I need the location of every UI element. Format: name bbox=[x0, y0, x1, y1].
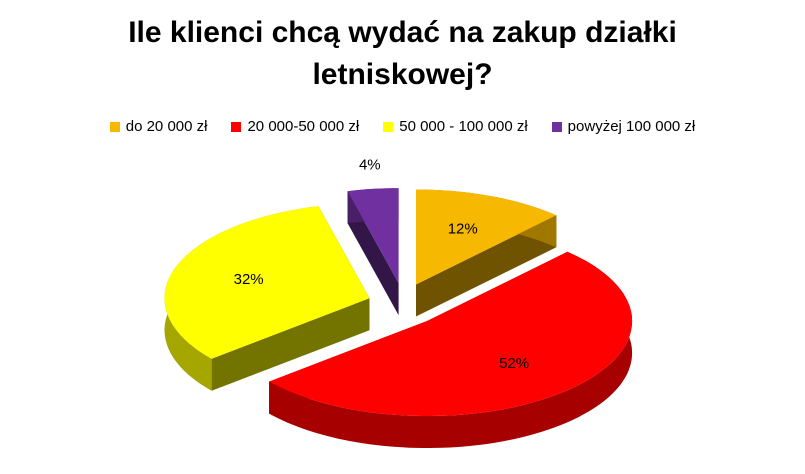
legend-swatch bbox=[551, 121, 562, 132]
slice-side bbox=[211, 298, 370, 391]
data-label: 52% bbox=[499, 355, 529, 372]
data-label: 12% bbox=[448, 221, 478, 238]
slice bbox=[164, 206, 370, 359]
slice bbox=[416, 189, 557, 285]
data-label: 4% bbox=[359, 157, 381, 174]
legend-swatch bbox=[383, 121, 394, 132]
slice bbox=[269, 251, 633, 416]
legend-item: 20 000-50 000 zł bbox=[231, 118, 359, 135]
slice-side bbox=[347, 191, 399, 316]
data-label: 32% bbox=[234, 271, 264, 288]
legend-label: do 20 000 zł bbox=[125, 118, 208, 135]
legend: do 20 000 zł 20 000-50 000 zł 50 000 - 100… bbox=[0, 118, 805, 135]
legend-label: 20 000-50 000 zł bbox=[247, 118, 360, 135]
slice-side bbox=[416, 215, 557, 317]
legend-label: 50 000 - 100 000 zł bbox=[399, 118, 528, 135]
legend-item: do 20 000 zł bbox=[109, 118, 208, 135]
slice bbox=[347, 188, 399, 284]
chart-title: Ile klienci chcą wydać na zakup działki … bbox=[128, 16, 677, 91]
legend-swatch bbox=[231, 121, 242, 132]
legend-swatch bbox=[109, 121, 120, 132]
legend-item: powyżej 100 000 zł bbox=[551, 118, 696, 135]
legend-label: powyżej 100 000 zł bbox=[567, 118, 696, 135]
legend-item: 50 000 - 100 000 zł bbox=[383, 118, 528, 135]
